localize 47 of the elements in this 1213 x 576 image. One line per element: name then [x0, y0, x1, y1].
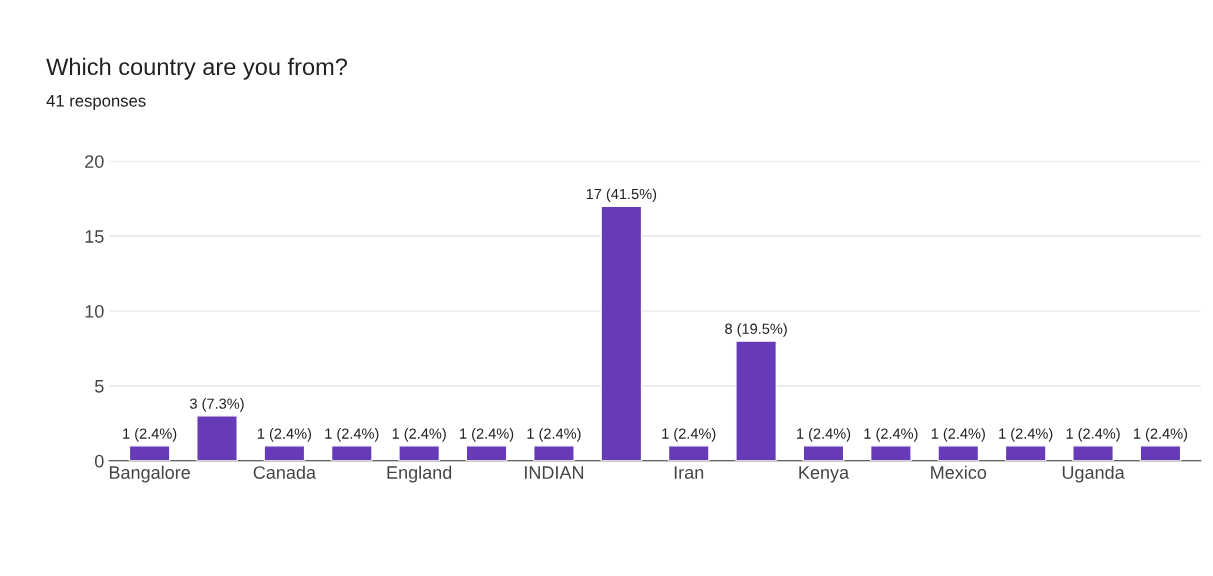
data-label: 1 (2.4%) — [257, 428, 312, 442]
x-tick-label: Uganda — [1062, 465, 1125, 483]
x-tick-label: Canada — [253, 465, 317, 479]
bar — [398, 445, 441, 461]
y-tick-label: 0 — [94, 454, 104, 468]
bar — [869, 445, 912, 461]
chart-title: Which country are you from? — [46, 57, 348, 80]
data-label: 8 (19.5%) — [725, 323, 787, 337]
data-label: 1 (2.4%) — [662, 428, 716, 442]
y-tick-label: 15 — [85, 230, 104, 243]
x-tick-label: Bangalore — [109, 465, 190, 483]
data-label: 1 (2.4%) — [392, 428, 446, 442]
data-label: 1 (2.4%) — [1066, 428, 1120, 442]
data-label: 1 (2.4%) — [123, 428, 177, 442]
bar — [533, 445, 575, 461]
x-tick-label: Mexico — [931, 465, 987, 479]
bar — [330, 445, 373, 461]
x-tick-label: Iran — [674, 466, 704, 479]
bar — [600, 205, 643, 461]
data-label: 1 (2.4%) — [460, 428, 514, 442]
data-label: 1 (2.4%) — [527, 428, 581, 442]
bar — [1072, 445, 1114, 461]
bar — [263, 445, 306, 461]
y-tick-label: 5 — [94, 380, 104, 393]
bar — [465, 445, 508, 461]
data-label: 1 (2.4%) — [864, 428, 918, 442]
data-label: 3 (7.3%) — [189, 398, 244, 412]
bar — [802, 445, 845, 461]
bar — [128, 445, 171, 461]
data-label: 1 (2.4%) — [325, 428, 379, 442]
y-tick-label: 10 — [85, 304, 104, 318]
data-label: 1 (2.4%) — [797, 428, 851, 442]
data-label: 17 (41.5%) — [586, 188, 657, 203]
bar — [196, 415, 238, 461]
bar — [1139, 445, 1182, 461]
data-label: 1 (2.4%) — [931, 428, 985, 442]
x-tick-label: Kenya — [799, 466, 850, 483]
bar — [735, 340, 778, 461]
y-tick-label: 20 — [85, 155, 104, 168]
chart-subtitle: 41 responses — [46, 95, 146, 111]
x-tick-label: INDIAN — [525, 466, 584, 479]
bar — [667, 445, 710, 461]
bar — [1004, 445, 1047, 461]
x-tick-label: England — [387, 465, 452, 483]
data-label: 1 (2.4%) — [999, 428, 1053, 442]
bar — [937, 445, 980, 461]
data-label: 1 (2.4%) — [1133, 428, 1188, 442]
